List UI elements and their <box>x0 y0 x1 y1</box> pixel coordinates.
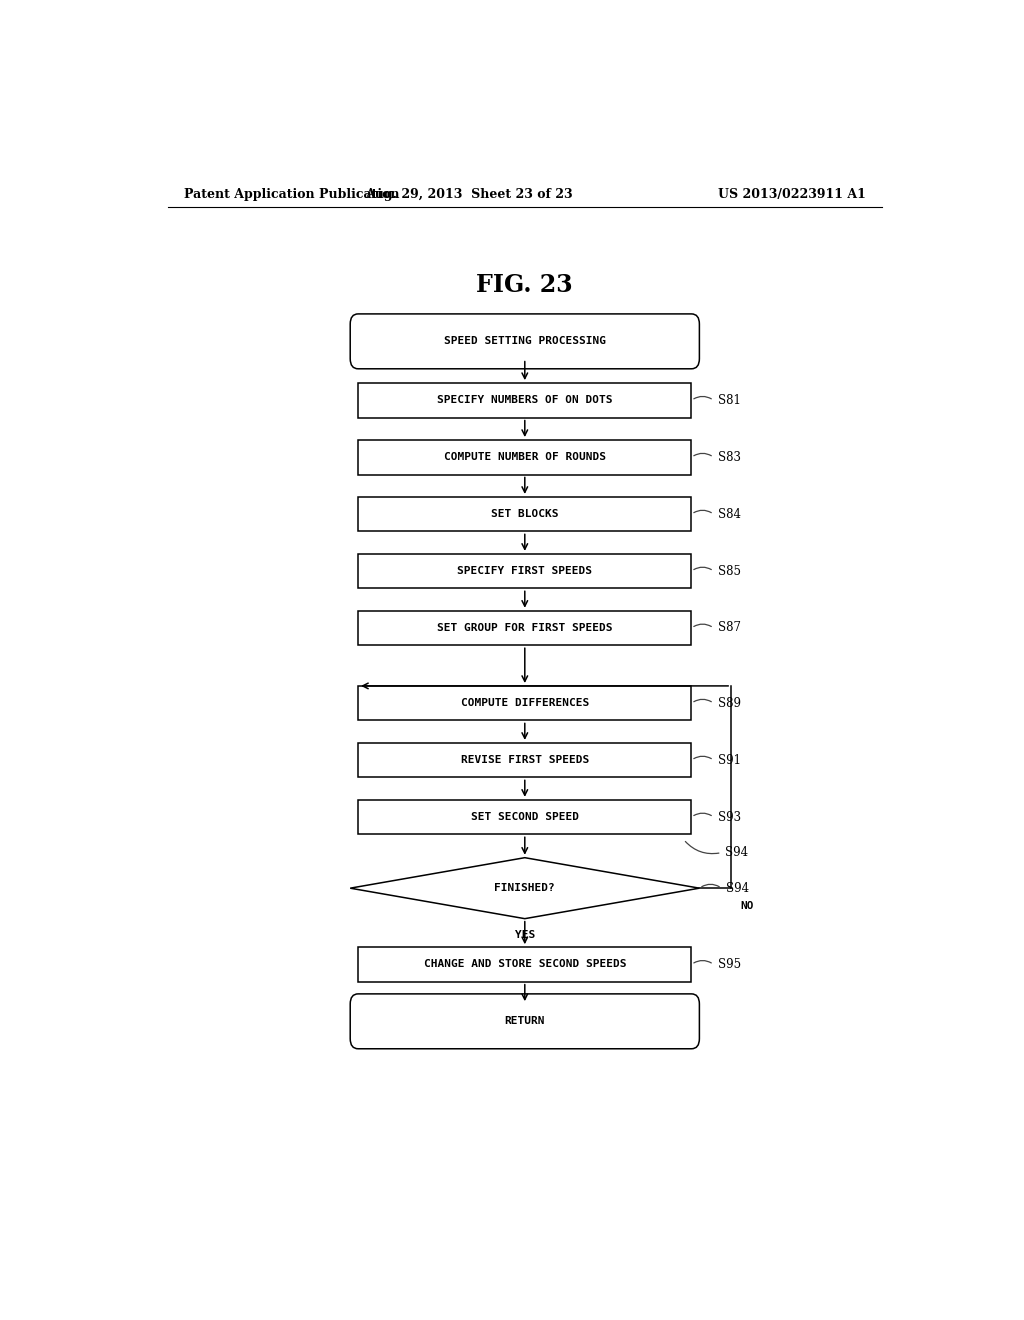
FancyBboxPatch shape <box>350 314 699 368</box>
Text: S81: S81 <box>719 393 741 407</box>
Text: SPECIFY FIRST SPEEDS: SPECIFY FIRST SPEEDS <box>458 566 592 576</box>
Polygon shape <box>350 858 699 919</box>
Text: SET BLOCKS: SET BLOCKS <box>492 510 558 519</box>
Text: Aug. 29, 2013  Sheet 23 of 23: Aug. 29, 2013 Sheet 23 of 23 <box>366 189 573 202</box>
Text: S83: S83 <box>719 450 741 463</box>
Text: S85: S85 <box>719 565 741 578</box>
Text: S87: S87 <box>719 622 741 635</box>
Text: US 2013/0223911 A1: US 2013/0223911 A1 <box>718 189 866 202</box>
Text: S89: S89 <box>719 697 741 710</box>
Bar <box>358 383 691 417</box>
Text: Patent Application Publication: Patent Application Publication <box>183 189 399 202</box>
Text: CHANGE AND STORE SECOND SPEEDS: CHANGE AND STORE SECOND SPEEDS <box>424 960 626 969</box>
Text: SET SECOND SPEED: SET SECOND SPEED <box>471 812 579 822</box>
Text: COMPUTE DIFFERENCES: COMPUTE DIFFERENCES <box>461 698 589 709</box>
Bar <box>358 743 691 777</box>
Text: FIG. 23: FIG. 23 <box>476 273 573 297</box>
Text: COMPUTE NUMBER OF ROUNDS: COMPUTE NUMBER OF ROUNDS <box>443 453 606 462</box>
Text: SET GROUP FOR FIRST SPEEDS: SET GROUP FOR FIRST SPEEDS <box>437 623 612 634</box>
Bar <box>358 611 691 645</box>
Text: S94: S94 <box>725 846 748 859</box>
Text: S95: S95 <box>719 958 741 972</box>
Text: S93: S93 <box>719 810 741 824</box>
Text: S94: S94 <box>726 882 750 895</box>
Bar <box>358 496 691 532</box>
Text: YES: YES <box>515 929 535 940</box>
Bar <box>358 554 691 589</box>
Text: FINISHED?: FINISHED? <box>495 883 555 894</box>
Text: SPEED SETTING PROCESSING: SPEED SETTING PROCESSING <box>443 337 606 346</box>
Bar <box>358 440 691 474</box>
Text: S91: S91 <box>719 754 741 767</box>
Text: REVISE FIRST SPEEDS: REVISE FIRST SPEEDS <box>461 755 589 766</box>
Bar <box>358 948 691 982</box>
Bar <box>358 800 691 834</box>
Text: NO: NO <box>740 902 754 912</box>
Text: SPECIFY NUMBERS OF ON DOTS: SPECIFY NUMBERS OF ON DOTS <box>437 395 612 405</box>
FancyBboxPatch shape <box>350 994 699 1049</box>
Bar <box>358 686 691 721</box>
Text: S84: S84 <box>719 508 741 520</box>
Text: RETURN: RETURN <box>505 1016 545 1027</box>
